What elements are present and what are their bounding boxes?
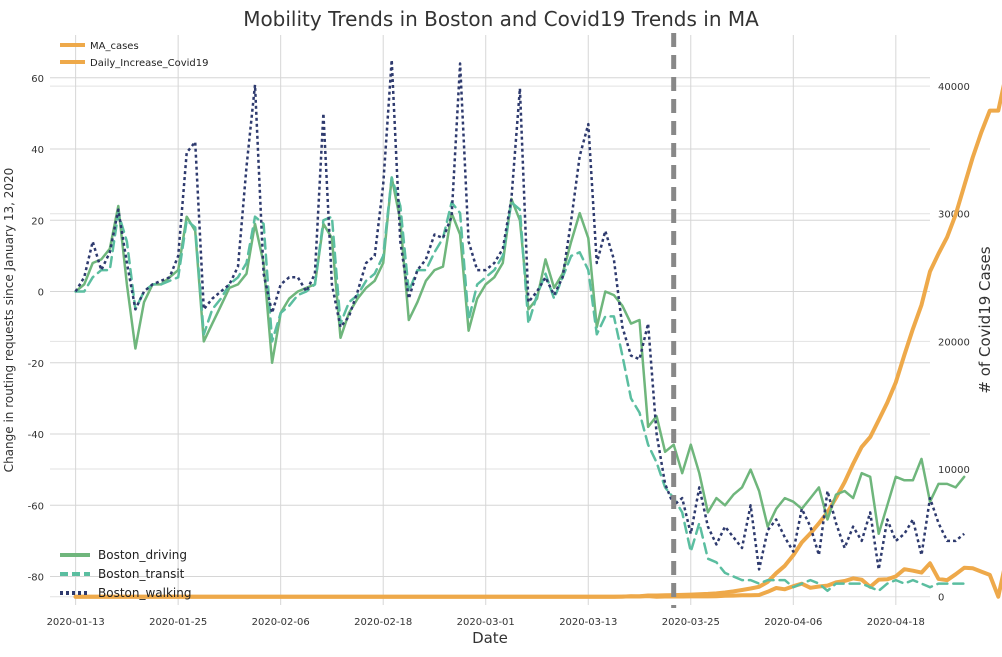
left-y-axis: 60 40 20 0 -20 -40 -60 -80 (28, 74, 44, 584)
left-y-tick-label: -80 (28, 573, 44, 584)
right-y-tick-label: 40000 (938, 82, 970, 93)
legend-label-daily-increase: Daily_Increase_Covid19 (90, 58, 209, 69)
legend-label-boston-driving: Boston_driving (98, 548, 187, 562)
legend-label-boston-transit: Boston_transit (98, 567, 185, 581)
x-axis: 2020-01-13 2020-01-25 2020-02-06 2020-02-18… (47, 617, 925, 628)
left-y-tick-label: -40 (28, 430, 44, 441)
covid-series-layer (73, 84, 1002, 599)
x-tick-label: 2020-01-13 (47, 617, 105, 628)
left-y-tick-label: 40 (31, 145, 44, 156)
x-tick-label: 2020-04-18 (867, 617, 925, 628)
x-tick-label: 2020-03-13 (559, 617, 617, 628)
legend-label-boston-walking: Boston_walking (98, 586, 192, 600)
left-y-tick-label: 0 (38, 288, 44, 299)
x-axis-label: Date (472, 629, 508, 647)
left-y-tick-label: -20 (28, 359, 44, 370)
legend-bottom: Boston_driving Boston_transit Boston_wal… (60, 548, 192, 600)
series-boston-transit (74, 176, 966, 593)
right-y-axis-label: # of Covid19 Cases (976, 246, 994, 393)
x-tick-label: 2020-02-06 (252, 617, 310, 628)
right-y-tick-label: 10000 (938, 465, 970, 476)
series-daily-increase-covid19 (73, 561, 1002, 599)
x-tick-label: 2020-03-25 (662, 617, 720, 628)
x-tick-label: 2020-01-25 (149, 617, 207, 628)
left-y-tick-label: 60 (31, 74, 44, 85)
grid (50, 35, 930, 605)
series-boston-walking (74, 58, 965, 571)
x-tick-label: 2020-02-18 (354, 617, 412, 628)
chart-title: Mobility Trends in Boston and Covid19 Tr… (243, 7, 759, 31)
left-y-tick-label: -60 (28, 501, 44, 512)
mobility-series-layer (74, 58, 966, 593)
x-tick-label: 2020-03-01 (457, 617, 515, 628)
right-y-tick-label: 0 (938, 593, 944, 604)
legend-top: MA_cases Daily_Increase_Covid19 (60, 41, 209, 69)
left-y-axis-label: Change in routing requests since January… (2, 168, 16, 473)
x-tick-label: 2020-04-06 (764, 617, 822, 628)
left-y-tick-label: 20 (31, 216, 44, 227)
legend-label-ma-cases: MA_cases (90, 41, 139, 52)
right-y-tick-label: 20000 (938, 337, 970, 348)
